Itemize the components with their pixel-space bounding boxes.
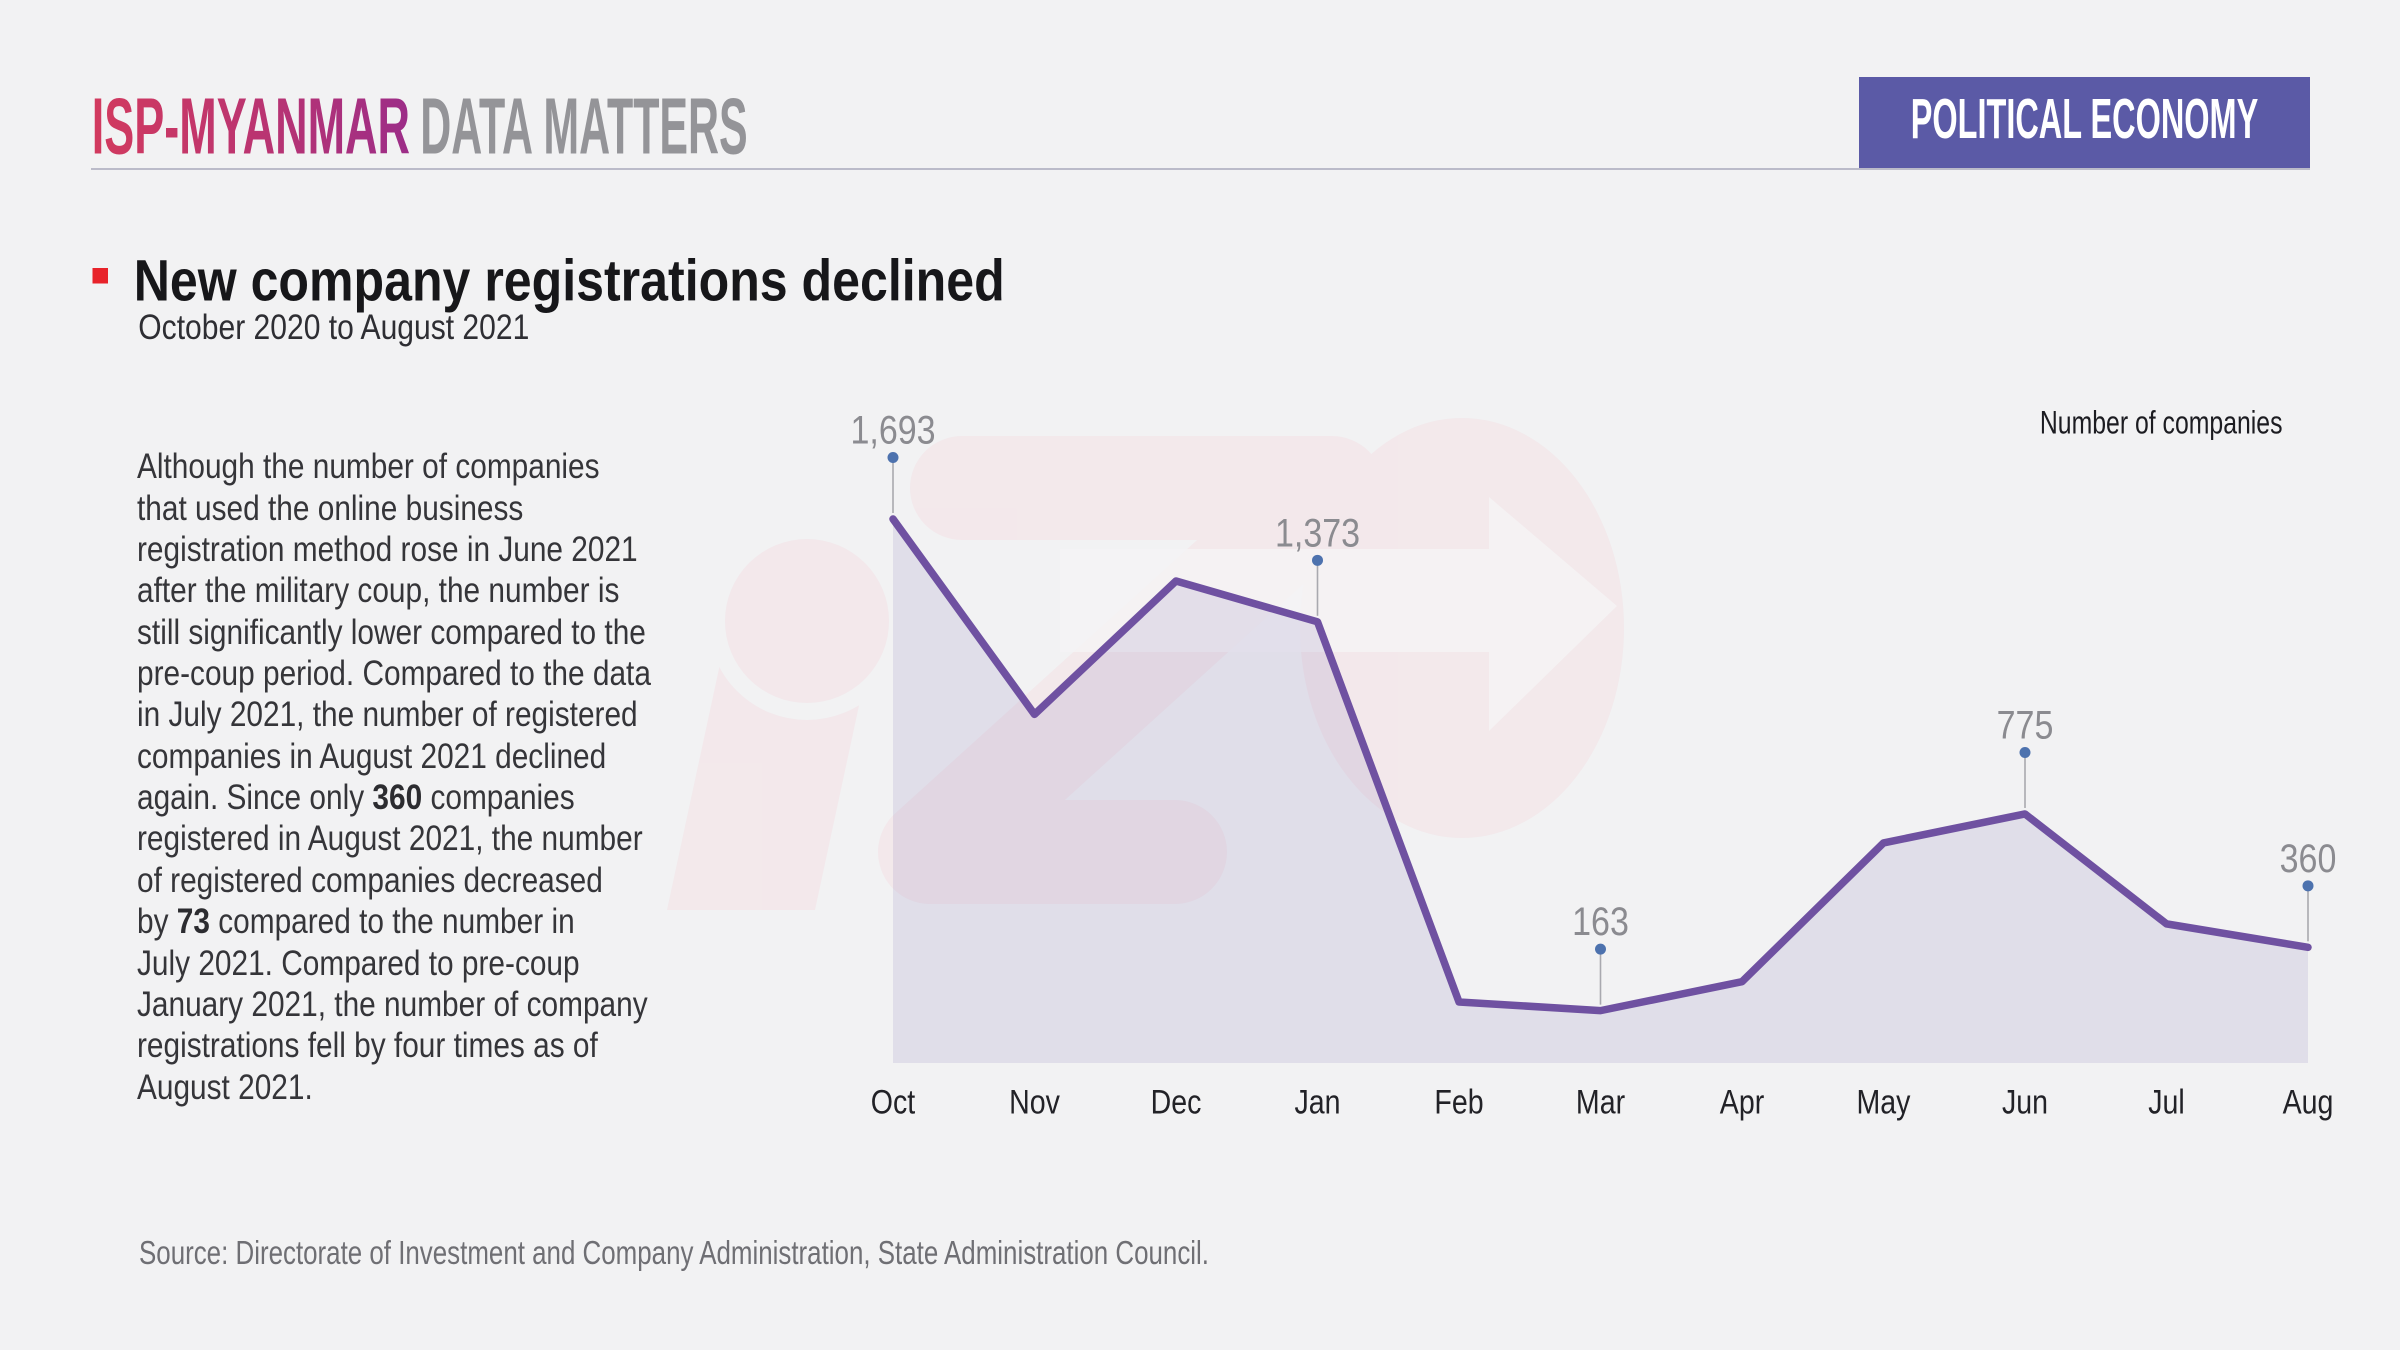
title-bullet: [92, 268, 108, 284]
watermark-i-dot: [725, 539, 889, 703]
brand-wordmark-primary: ISP-MYANMAR: [92, 82, 410, 171]
source-note: Source: Directorate of Investment and Co…: [139, 1234, 1209, 1271]
data-point-dot: [887, 452, 899, 463]
summary-paragraph: Although the number of companies that use…: [137, 446, 733, 1108]
x-axis-label: Oct: [871, 1083, 916, 1121]
summary-highlight: 360: [364, 778, 423, 818]
value-label: 775: [1997, 702, 2054, 747]
page-subtitle: October 2020 to August 2021: [138, 308, 529, 347]
summary-text-line: after the military coup, the number is: [137, 571, 620, 611]
watermark-s: [878, 436, 1384, 904]
data-point-dot: [2302, 880, 2314, 892]
legend-label: Number of companies: [2040, 405, 2283, 441]
summary-text-line: still significantly lower compared to th…: [137, 612, 646, 652]
x-axis-label: Jun: [2002, 1083, 2048, 1121]
data-point-dot: [1595, 943, 1606, 955]
data-point-dot: [1312, 554, 1323, 566]
data-point-dot: [2019, 746, 2031, 758]
brand-wordmark-secondary: DATA MATTERS: [420, 82, 748, 171]
summary-text-line: July 2021. Compared to pre-coup: [137, 943, 580, 983]
summary-text-line: in July 2021, the number of registered: [137, 695, 638, 735]
summary-text-line: August 2021.: [137, 1067, 313, 1107]
x-axis-label: Nov: [1009, 1083, 1060, 1121]
trend-line: [889, 515, 2312, 1015]
page-title: New company registrations declined: [134, 249, 1005, 314]
category-badge: [1859, 77, 2310, 168]
summary-text-line: again. Since only 360 companies: [137, 778, 575, 818]
summary-text-line: registered in August 2021, the number: [137, 819, 643, 859]
summary-text-line: that used the online business: [137, 488, 524, 528]
summary-text-line: registrations fell by four times as of: [137, 1026, 598, 1066]
watermark-i-dot-gap: [708, 522, 906, 720]
area-fill: [893, 519, 2308, 1063]
x-axis-label: Apr: [1720, 1083, 1764, 1121]
value-label: 163: [1572, 898, 1629, 943]
value-label: 1,693: [850, 407, 935, 452]
x-axis-label: May: [1857, 1083, 1911, 1121]
value-label: 1,373: [1275, 510, 1360, 555]
summary-text-line: January 2021, the number of company: [137, 984, 648, 1024]
category-badge-label: POLITICAL ECONOMY: [1911, 87, 2259, 151]
isp-logo-watermark: [667, 418, 1624, 910]
summary-text-line: companies in August 2021 declined: [137, 736, 607, 776]
summary-text-line: of registered companies decreased: [137, 860, 603, 900]
summary-text-line: Although the number of companies: [137, 447, 600, 487]
x-axis-label: Mar: [1576, 1083, 1625, 1121]
summary-highlight: 73: [168, 902, 210, 942]
value-label: 360: [2280, 835, 2337, 880]
x-axis-label: Feb: [1434, 1083, 1483, 1121]
x-axis-label: Aug: [2283, 1083, 2334, 1121]
summary-text-line: registration method rose in June 2021: [137, 530, 638, 570]
x-axis-label: Jan: [1294, 1083, 1340, 1121]
watermark-i-stem: [667, 650, 871, 910]
summary-text-line: pre-coup period. Compared to the data: [137, 654, 651, 694]
x-axis-label: Dec: [1151, 1083, 1202, 1121]
watermark-arrow: [1060, 497, 1617, 731]
line-chart: 1,693 1,373 163 775 360 Oct Nov Dec Jan Feb Mar Apr…: [850, 407, 2336, 1121]
x-axis-label: Jul: [2148, 1083, 2184, 1121]
summary-text-line: by 73 compared to the number in: [137, 902, 575, 942]
